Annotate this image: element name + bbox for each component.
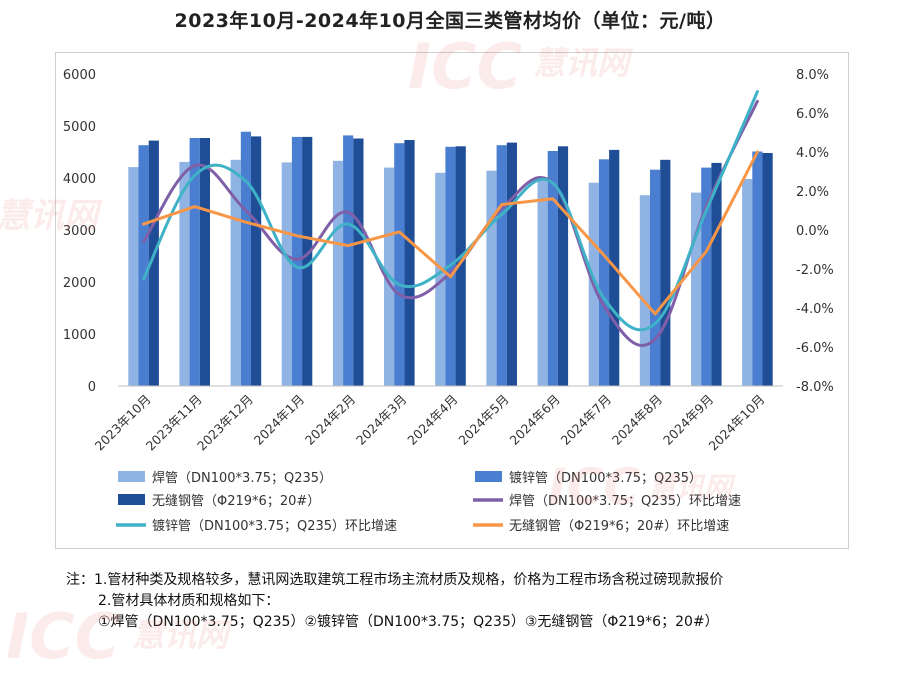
legend-label: 无缝钢管（Φ219*6；20#） (152, 494, 320, 509)
legend-swatch (118, 471, 145, 482)
note-line-3: ①焊管（DN100*3.75；Q235）②镀锌管（DN100*3.75；Q235… (98, 614, 719, 630)
bar-series-2-bar (343, 135, 354, 386)
bar-series-3-bar (199, 138, 210, 386)
legend-label: 无缝钢管（Φ219*6；20#）环比增速 (509, 519, 729, 534)
left-axis-tick-label: 6000 (63, 68, 96, 83)
left-axis-tick-label: 2000 (63, 276, 96, 291)
line-series-3 (142, 150, 759, 316)
bar-series-1-bar (281, 162, 292, 386)
bar-series-3-bar (302, 136, 313, 386)
bar-series-1-bar (639, 195, 650, 386)
bar-series-3-bar (711, 162, 722, 386)
bar-series-1-bar (742, 179, 753, 386)
legend-label: 镀锌管（DN100*3.75；Q235）环比增速 (152, 518, 397, 534)
legend-label: 焊管（DN100*3.75；Q235）环比增速 (509, 493, 741, 509)
bar-series-3-bar (762, 153, 773, 386)
left-axis-tick-label: 4000 (63, 172, 96, 187)
bar-series-2-bar (189, 138, 200, 386)
bar-series-2-bar (650, 169, 661, 386)
bar-series-2-bar (138, 145, 149, 386)
right-axis-tick-label: 6.0% (796, 107, 829, 122)
category-label: 2024年3月 (353, 392, 409, 448)
legend-item: 焊管（DN100*3.75；Q235） (118, 470, 332, 486)
legend-item: 镀锌管（DN100*3.75；Q235） (475, 470, 702, 486)
category-label: 2024年2月 (302, 392, 358, 448)
bar-series-1-bar (179, 161, 190, 386)
legend-swatch (475, 471, 502, 482)
bar-series-3-bar (353, 138, 364, 386)
right-axis-tick-label: -8.0% (796, 380, 834, 395)
bar-series-1-bar (486, 170, 497, 386)
legend-swatch (118, 494, 145, 505)
right-axis-tick-label: -4.0% (796, 302, 834, 317)
legend-item: 镀锌管（DN100*3.75；Q235）环比增速 (116, 518, 397, 534)
bar-series-1-bar (332, 160, 344, 386)
bar-series-3-bar (506, 142, 517, 386)
bar-series-3-bar (404, 140, 415, 386)
category-label: 2024年8月 (609, 392, 665, 448)
bar-series-2-bar (240, 131, 251, 386)
left-axis-tick-label: 5000 (63, 120, 96, 135)
right-axis-tick-label: -2.0% (796, 263, 834, 278)
left-axis-tick-label: 1000 (63, 328, 96, 343)
bar-series-3-bar (251, 136, 262, 386)
legend-item: 焊管（DN100*3.75；Q235）环比增速 (473, 493, 741, 509)
category-label: 2024年4月 (404, 392, 460, 448)
bar-series-2-bar (701, 167, 712, 386)
legend-label: 焊管（DN100*3.75；Q235） (152, 470, 332, 486)
bar-series-2-bar (752, 151, 763, 386)
left-axis-tick-label: 3000 (63, 224, 96, 239)
category-label: 2024年1月 (251, 392, 307, 448)
chart-title: 2023年10月-2024年10月全国三类管材均价（单位：元/吨） (174, 10, 726, 32)
right-axis-tick-label: 0.0% (796, 224, 829, 239)
bar-series-2-bar (496, 145, 507, 386)
legend-item: 无缝钢管（Φ219*6；20#） (118, 494, 320, 509)
bar-series-1-bar (691, 192, 702, 386)
chart-frame (55, 52, 849, 549)
bar-series-1-bar (537, 177, 548, 386)
left-axis-tick-label: 0 (88, 380, 96, 395)
right-axis-tick-label: 4.0% (796, 146, 829, 161)
bar-series-2-bar (394, 143, 405, 386)
note-line-1: 注：1.管材种类及规格较多，慧讯网选取建筑工程市场主流材质及规格，价格为工程市场… (66, 572, 724, 588)
bar-series-1-bar (435, 172, 446, 386)
legend-item: 无缝钢管（Φ219*6；20#）环比增速 (473, 519, 729, 534)
line-series-2 (142, 90, 759, 332)
right-axis-tick-label: 8.0% (796, 68, 829, 83)
note-line-2: 2.管材具体材质和规格如下： (98, 593, 280, 609)
legend-label: 镀锌管（DN100*3.75；Q235） (509, 470, 702, 486)
bar-series-2-bar (291, 136, 303, 386)
bar-series-1-bar (128, 167, 139, 386)
bar-series-2-bar (598, 159, 610, 386)
right-axis-tick-label: -6.0% (796, 341, 834, 356)
bar-series-3-bar (455, 146, 466, 386)
bar-series-1-bar (230, 159, 241, 386)
bar-series-3-bar (557, 146, 569, 386)
category-label: 2024年6月 (507, 392, 563, 448)
bar-series-3-bar (660, 159, 671, 386)
bar-series-3-bar (148, 140, 159, 386)
category-label: 2024年7月 (558, 392, 614, 448)
bar-series-2-bar (547, 151, 558, 386)
category-label: 2024年5月 (455, 392, 511, 448)
right-axis-tick-label: 2.0% (796, 185, 829, 200)
